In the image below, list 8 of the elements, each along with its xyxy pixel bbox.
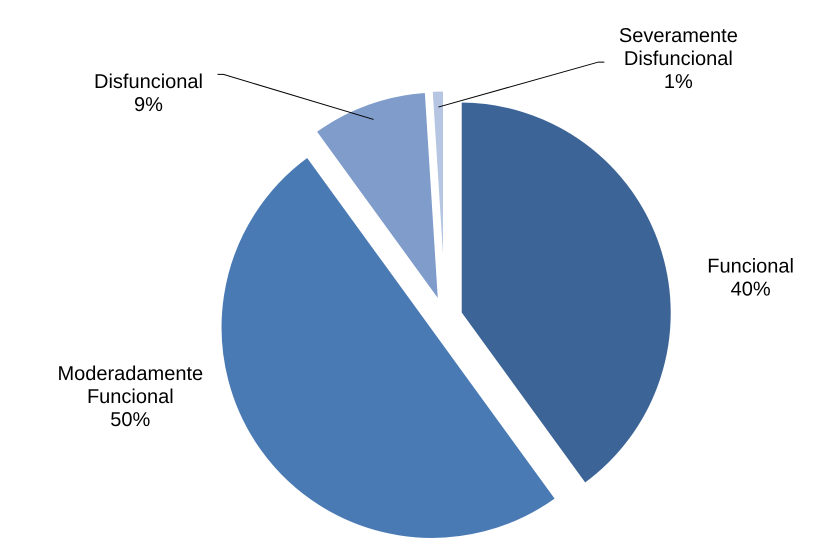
slice-label: Severamente Disfuncional <box>618 25 738 70</box>
data-label: 1% <box>664 71 694 94</box>
slice-label: Moderadamente Funcional <box>57 362 204 408</box>
data-label: 40% <box>730 278 771 301</box>
data-label: 9% <box>134 94 164 116</box>
slice-label: Funcional <box>707 256 794 278</box>
data-label: 50% <box>110 408 151 431</box>
slice-label: Disfuncional <box>94 70 203 93</box>
